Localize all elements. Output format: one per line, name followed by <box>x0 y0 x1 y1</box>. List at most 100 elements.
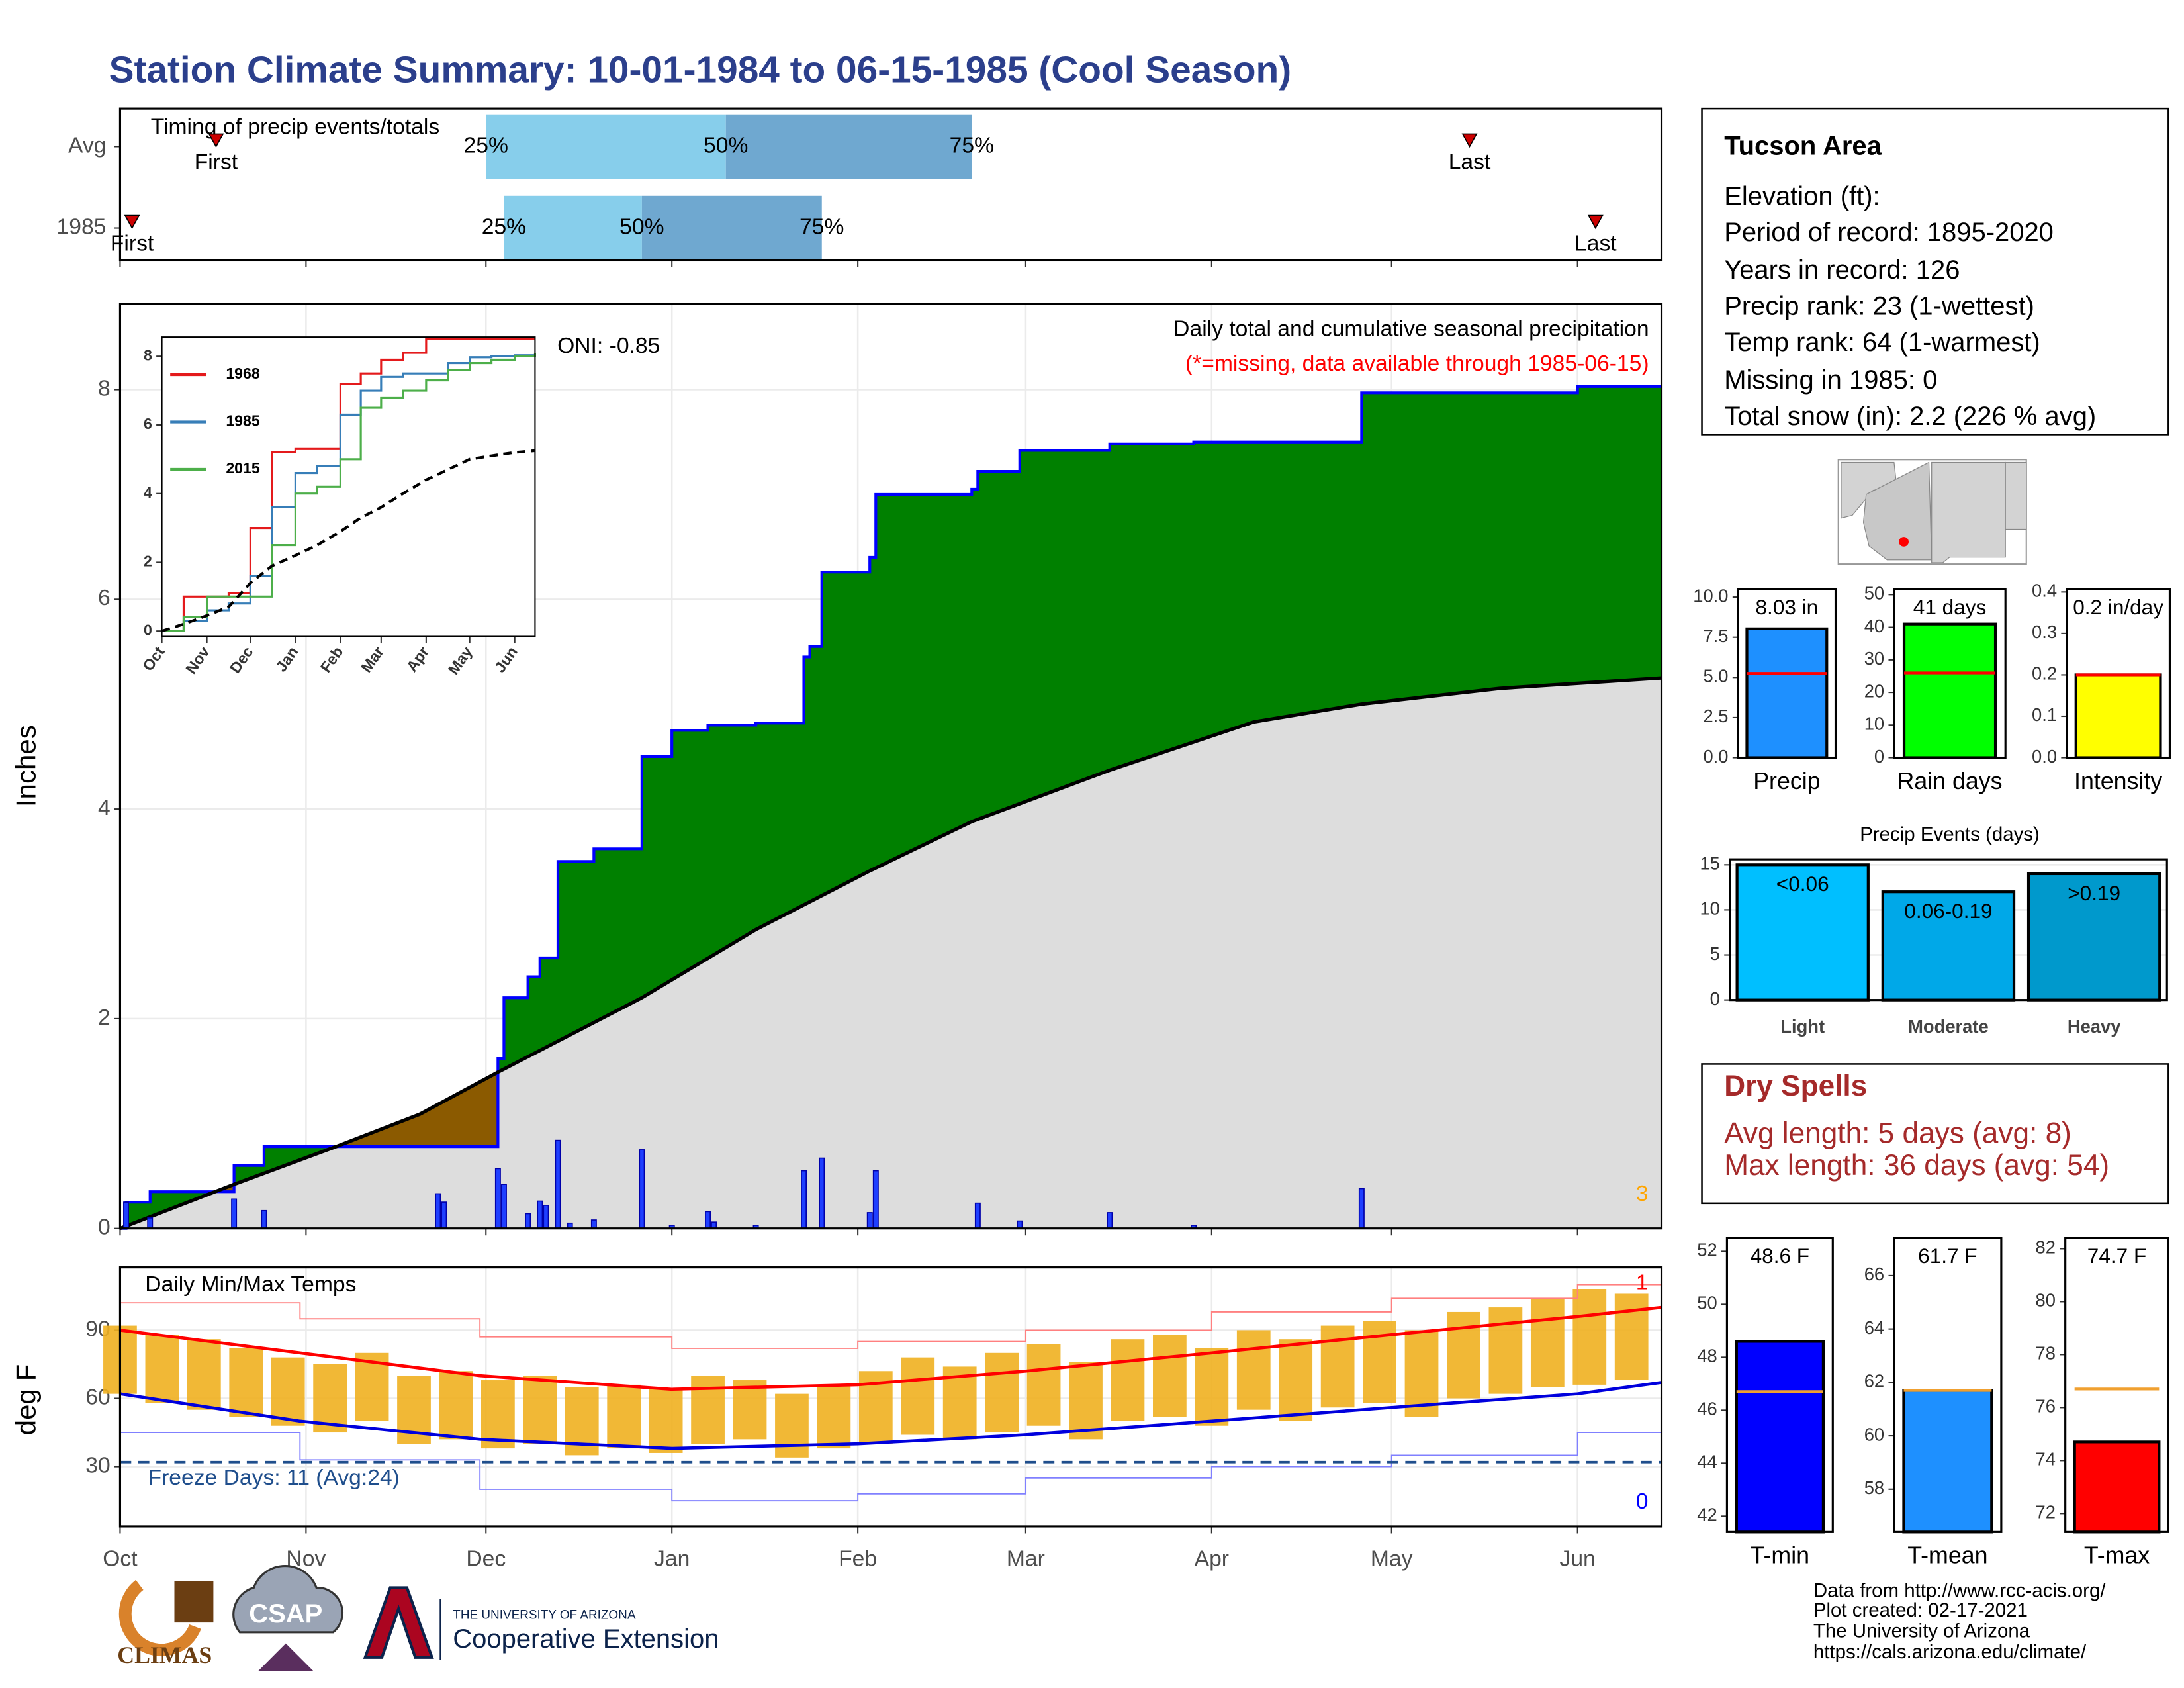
bar <box>1735 863 1870 1002</box>
temp-range <box>1488 1307 1523 1394</box>
temp-range <box>649 1389 683 1453</box>
legend-label: 1968 <box>226 365 260 382</box>
record-lows: 0 <box>1636 1489 1649 1514</box>
temp-range <box>1572 1289 1607 1385</box>
y-tick-label: 0.3 <box>2032 622 2057 642</box>
map-state <box>2005 461 2027 530</box>
daily-bar <box>1358 1188 1365 1229</box>
temp-range <box>1279 1339 1313 1421</box>
temp-range <box>1404 1330 1439 1417</box>
y-tick-label: 66 <box>1864 1264 1884 1284</box>
bar <box>1902 622 1997 759</box>
daily-bar <box>974 1202 981 1229</box>
event-label: First <box>195 150 238 175</box>
temp-range <box>901 1357 935 1435</box>
daily-bar <box>543 1205 549 1229</box>
daily-bar <box>866 1212 873 1229</box>
daily-bar <box>801 1170 807 1229</box>
plot-border <box>118 303 1663 1230</box>
daily-bar <box>819 1157 825 1229</box>
csap-mark <box>257 1643 314 1671</box>
daily-bar <box>231 1198 238 1229</box>
corner-count: 3 <box>1636 1182 1649 1206</box>
y-tick-label: 80 <box>2036 1290 2056 1311</box>
y-tick-label: 10 <box>1700 898 1719 919</box>
y-tick-label: 0 <box>1710 988 1720 1009</box>
daily-bar <box>261 1209 267 1229</box>
y-tick-label: Avg <box>68 133 106 158</box>
y-tick-label: 0.2 <box>2032 663 2057 684</box>
y-tick-label: 0.1 <box>2032 704 2057 725</box>
temp-range <box>1530 1298 1565 1387</box>
temp-range <box>733 1380 767 1440</box>
temp-range <box>523 1376 557 1444</box>
y-tick-label: 82 <box>2036 1237 2056 1258</box>
note: (*=missing, data available through 1985-… <box>1185 352 1649 376</box>
bar <box>2073 1440 2161 1534</box>
x-tick-label: Jan <box>654 1546 690 1571</box>
csap-logo: CSAP <box>249 1599 322 1628</box>
bar <box>1902 1389 1993 1534</box>
temp-line <box>120 1414 1662 1502</box>
subtitle: Daily total and cumulative seasonal prec… <box>1173 317 1649 342</box>
plot-border <box>1893 588 2007 759</box>
average-area <box>120 678 1662 1229</box>
plot-border <box>2066 588 2171 759</box>
credit-line: Plot created: 02-17-2021 <box>1813 1599 2028 1621</box>
y-tick-label: 8 <box>98 376 111 400</box>
event-label: Last <box>1574 232 1617 256</box>
range-label: <0.06 <box>1776 872 1829 896</box>
y-tick-label: 40 <box>1864 616 1884 636</box>
temp-range <box>985 1352 1019 1433</box>
map-state <box>1862 461 1933 561</box>
station-line: Years in record: 126 <box>1724 256 1960 285</box>
credit-line: The University of Arizona <box>1813 1620 2030 1642</box>
plot-border <box>118 1266 1663 1528</box>
y-tick-label: 6 <box>98 586 111 610</box>
y-tick-label: 2 <box>144 553 152 570</box>
temp-range <box>1069 1362 1103 1440</box>
quartile-label: 50% <box>619 214 664 239</box>
x-tick-label: Feb <box>839 1546 877 1571</box>
quartile-bar <box>504 195 642 261</box>
y-tick-label: 76 <box>2036 1396 2056 1417</box>
y-tick-label: 2 <box>98 1006 111 1030</box>
dry-spells-panel <box>1701 1063 2169 1205</box>
category-label: Light <box>1780 1016 1825 1037</box>
event-marker <box>1587 214 1604 230</box>
y-tick-label: 60 <box>1864 1424 1884 1444</box>
daily-bar <box>705 1211 711 1229</box>
y-tick-label: 4 <box>144 484 152 501</box>
temp-range <box>1026 1344 1061 1426</box>
y-tick-label: 2.5 <box>1703 706 1728 726</box>
observed-line <box>120 385 1662 1230</box>
station-line: Elevation (ft): <box>1724 181 1880 211</box>
annotation: ONI: -0.85 <box>557 334 660 358</box>
category-label: T-min <box>1751 1542 1809 1569</box>
plot-border <box>161 336 536 637</box>
temp-range <box>775 1393 809 1458</box>
ua-logo <box>363 1586 434 1659</box>
station-line: Total snow (in): 2.2 (226 % avg) <box>1724 402 2096 431</box>
plot-border <box>118 107 1663 262</box>
temp-range <box>817 1384 851 1449</box>
event-marker <box>208 133 224 148</box>
value-label: 74.7 F <box>2087 1244 2146 1268</box>
y-tick-label: 78 <box>2036 1343 2056 1364</box>
station-name: Tucson Area <box>1724 132 1882 161</box>
temp-range <box>1111 1339 1145 1421</box>
plot-area <box>161 337 535 637</box>
y-tick-label: 4 <box>98 796 111 820</box>
category-label: T-mean <box>1907 1542 1987 1569</box>
dry-spells-line: Avg length: 5 days (avg: 8) <box>1724 1117 2071 1149</box>
station-line: Period of record: 1895-2020 <box>1724 218 2054 247</box>
event-label: First <box>111 232 154 256</box>
credit-line: https://cals.arizona.edu/climate/ <box>1813 1641 2087 1663</box>
daily-bar <box>147 1217 154 1229</box>
y-tick-label: 0.0 <box>1703 746 1728 767</box>
quartile-bar <box>486 114 726 179</box>
y-tick-label: 10 <box>1864 714 1884 734</box>
events-title: Precip Events (days) <box>1860 823 2040 845</box>
